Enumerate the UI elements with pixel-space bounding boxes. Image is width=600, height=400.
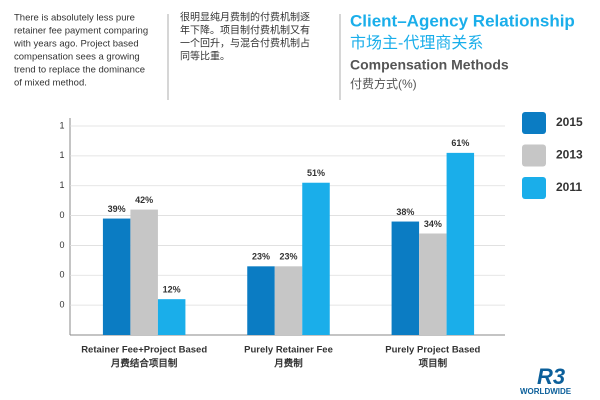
bar bbox=[102, 218, 131, 335]
legend-swatch bbox=[522, 177, 546, 199]
logo-text: WORLDWIDE bbox=[520, 387, 572, 396]
intro-text: compensation sees a growing bbox=[14, 52, 140, 63]
data-label: 23% bbox=[252, 252, 270, 262]
data-label: 39% bbox=[108, 204, 126, 214]
x-tick-label: Purely Project Based bbox=[385, 345, 480, 356]
bar bbox=[130, 209, 158, 335]
bar bbox=[446, 152, 475, 335]
bar bbox=[419, 233, 447, 335]
y-tick-label: 1 bbox=[59, 180, 64, 190]
intro-text-zh: 年下降。项目制付费机制又有 bbox=[180, 24, 310, 37]
legend-swatch bbox=[522, 112, 546, 134]
legend-label: 2013 bbox=[556, 148, 583, 162]
legend-swatch bbox=[522, 144, 546, 167]
x-tick-label-zh: 月费结合项目制 bbox=[110, 358, 178, 370]
chart-title: Client–Agency Relationship bbox=[350, 11, 575, 30]
data-label: 12% bbox=[163, 285, 181, 295]
intro-text-zh: 很明显纯月费制的付费机制逐 bbox=[180, 11, 310, 24]
y-tick-label: 0 bbox=[59, 240, 64, 250]
chart-subtitle-zh: 付费方式(%) bbox=[350, 76, 417, 91]
logo-mark: R3 bbox=[537, 364, 565, 389]
y-tick-label: 0 bbox=[59, 300, 64, 310]
intro-text: There is absolutely less pure bbox=[14, 13, 135, 24]
legend-label: 2015 bbox=[556, 115, 583, 129]
intro-text-zh: 同等比重。 bbox=[180, 50, 230, 63]
x-tick-label-zh: 项目制 bbox=[419, 358, 448, 370]
data-label: 34% bbox=[424, 219, 442, 229]
intro-text: trend to replace the dominance bbox=[14, 65, 145, 76]
chart-subtitle: Compensation Methods bbox=[350, 57, 509, 73]
intro-text: of mixed method. bbox=[14, 78, 87, 89]
y-tick-label: 0 bbox=[59, 210, 64, 220]
intro-text-zh: 一个回升，与混合付费机制占 bbox=[180, 37, 310, 50]
intro-text: with years ago. Project based bbox=[13, 39, 139, 50]
chart-title-zh: 市场主-代理商关系 bbox=[350, 34, 483, 52]
data-label: 42% bbox=[135, 195, 153, 205]
data-label: 23% bbox=[279, 252, 297, 262]
data-label: 61% bbox=[451, 138, 469, 148]
x-tick-label: Retainer Fee+Project Based bbox=[81, 345, 207, 356]
bar bbox=[157, 299, 186, 335]
y-tick-label: 1 bbox=[59, 150, 64, 160]
bar bbox=[274, 266, 303, 335]
bar bbox=[247, 266, 275, 335]
intro-text: retainer fee payment comparing bbox=[14, 26, 148, 37]
x-tick-label: Purely Retainer Fee bbox=[244, 345, 333, 356]
legend-label: 2011 bbox=[556, 180, 582, 194]
data-label: 38% bbox=[396, 207, 414, 217]
x-tick-label-zh: 月费制 bbox=[273, 358, 303, 370]
y-tick-label: 0 bbox=[59, 270, 64, 280]
y-tick-label: 1 bbox=[59, 120, 64, 130]
data-label: 51% bbox=[307, 168, 325, 178]
bar bbox=[302, 182, 330, 335]
bar bbox=[391, 221, 420, 335]
